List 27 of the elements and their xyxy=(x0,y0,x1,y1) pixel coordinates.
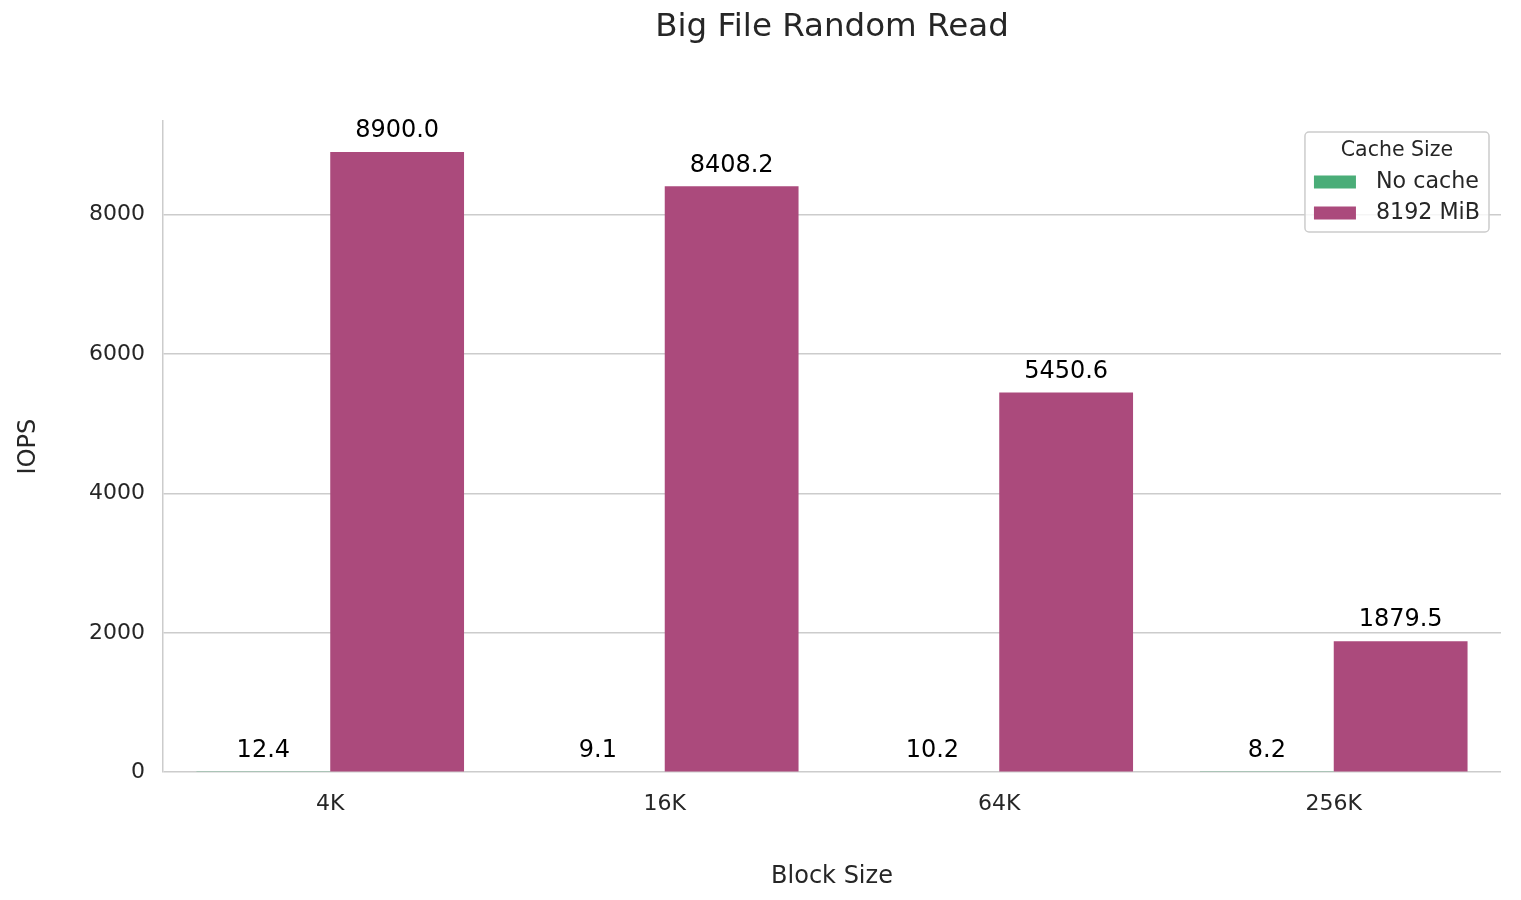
x-tick-label: 64K xyxy=(978,790,1022,816)
bar xyxy=(664,186,799,772)
data-label: 5450.6 xyxy=(1024,355,1109,384)
bar xyxy=(330,152,465,772)
bar xyxy=(999,392,1134,772)
data-label: 12.4 xyxy=(236,734,291,763)
chart-title: Big File Random Read xyxy=(655,6,1009,45)
y-tick-label: 6000 xyxy=(88,339,145,365)
y-tick-label: 0 xyxy=(130,757,145,783)
legend-title: Cache Size xyxy=(1340,137,1454,162)
x-tick-label: 256K xyxy=(1305,790,1363,816)
legend-label: No cache xyxy=(1375,166,1479,193)
data-label: 8408.2 xyxy=(689,149,774,178)
data-label: 8.2 xyxy=(1247,734,1286,763)
x-axis-title: Block Size xyxy=(771,861,893,890)
x-tick-label: 4K xyxy=(316,790,346,816)
data-label: 1879.5 xyxy=(1358,604,1443,633)
y-axis-title: IOPS xyxy=(12,418,41,475)
bar xyxy=(1333,641,1468,772)
legend-label: 8192 MiB xyxy=(1375,197,1481,224)
data-label: 9.1 xyxy=(578,734,617,763)
data-label: 8900.0 xyxy=(355,115,440,144)
data-label: 10.2 xyxy=(905,734,960,763)
y-tick-label: 2000 xyxy=(88,618,145,644)
x-tick-label: 16K xyxy=(643,790,687,816)
y-tick-label: 4000 xyxy=(88,479,145,505)
y-tick-label: 8000 xyxy=(88,200,145,226)
